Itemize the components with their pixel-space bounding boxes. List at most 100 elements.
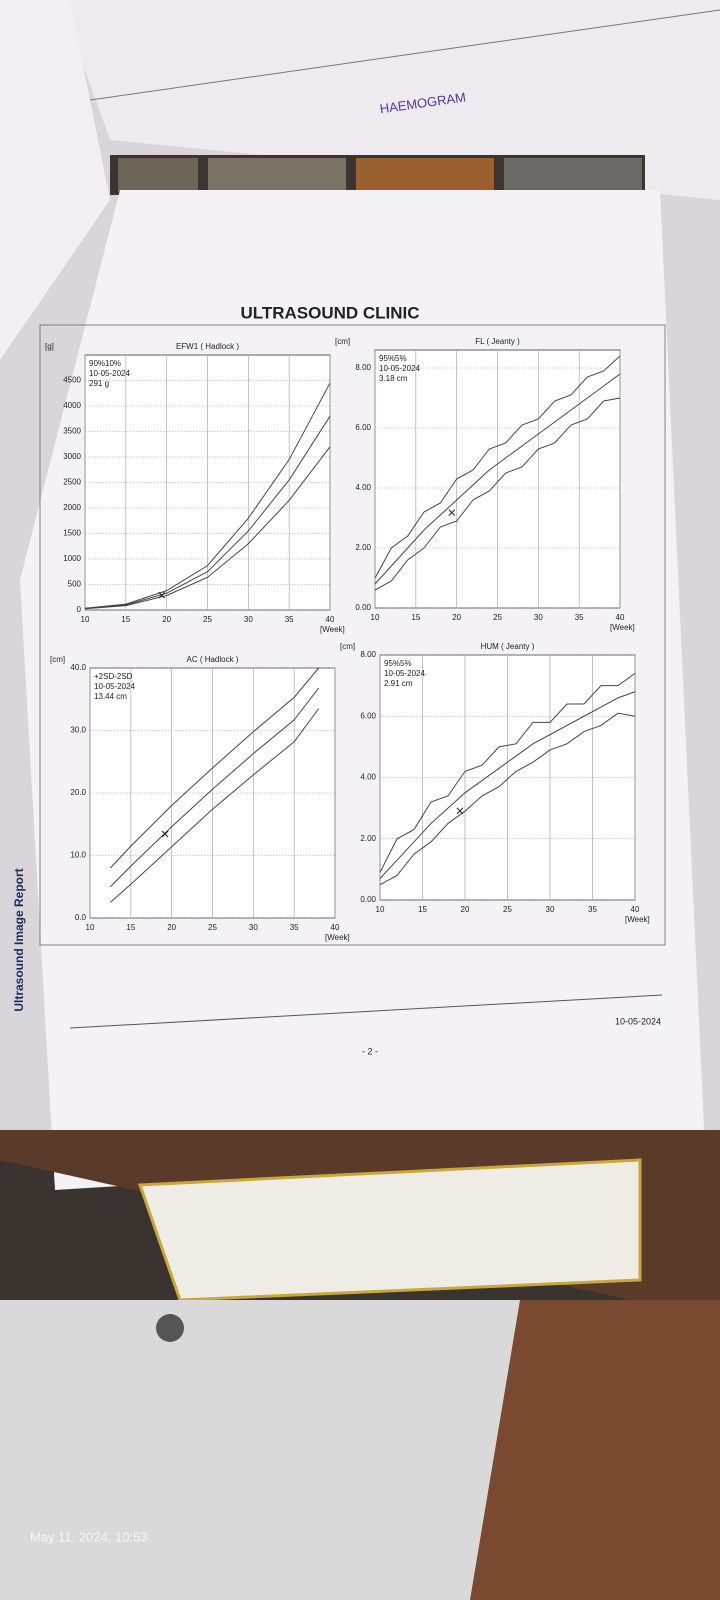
footer-rule <box>69 994 663 1029</box>
y-tick-label: 2000 <box>63 503 81 512</box>
left-paper <box>0 0 110 360</box>
x-tick-label: 15 <box>126 923 135 932</box>
charts: 0 500 1000 1500 2000 2500 3000 3500 4000 4500 10 15… <box>45 337 650 942</box>
y-tick-label: 30.0 <box>70 726 86 735</box>
measurement-point <box>161 830 169 838</box>
y-tick-label: 4500 <box>63 376 81 385</box>
x-tick-label: 15 <box>411 613 420 622</box>
measurement: 2.91 cm <box>384 679 413 688</box>
curve <box>379 712 636 886</box>
y-tick-label: 3000 <box>63 452 81 461</box>
curve <box>110 687 320 888</box>
x-tick-label: 10 <box>376 905 385 914</box>
x-tick-label: 30 <box>244 615 253 624</box>
thumb <box>118 158 198 192</box>
x-tick-label: 15 <box>418 905 427 914</box>
thumb <box>208 158 346 192</box>
y-tick-label: 0 <box>77 605 82 614</box>
x-tick-label: 20 <box>461 905 470 914</box>
x-tick-label: 25 <box>493 613 502 622</box>
measurement-point <box>158 591 166 599</box>
x-tick-label: 25 <box>208 923 217 932</box>
curve <box>84 446 331 610</box>
measurement: 13.44 cm <box>94 692 127 701</box>
chart-frame <box>39 324 666 946</box>
x-tick-label: 20 <box>167 923 176 932</box>
date: 10-05-2024 <box>379 364 420 373</box>
y-tick-label: 40.0 <box>70 663 86 672</box>
date: 10-05-2024 <box>89 369 130 378</box>
y-tick-label: 8.00 <box>360 650 376 659</box>
y-tick-label: 500 <box>68 580 82 589</box>
y-tick-label: 1000 <box>63 554 81 563</box>
x-tick-label: 40 <box>616 613 625 622</box>
x-tick-label: 10 <box>81 615 90 624</box>
chair <box>470 1300 720 1600</box>
y-tick-label: 4.00 <box>355 483 371 492</box>
chart-title: EFW1 ( Hadlock ) <box>176 342 239 351</box>
button <box>156 1314 184 1342</box>
x-unit: [Week] <box>325 933 350 942</box>
x-tick-label: 35 <box>290 923 299 932</box>
curve <box>374 355 621 579</box>
x-tick-label: 25 <box>503 905 512 914</box>
x-tick-label: 30 <box>534 613 543 622</box>
curve <box>379 672 636 873</box>
form-line <box>89 9 720 101</box>
x-tick-label: 40 <box>631 905 640 914</box>
date: 10-05-2024 <box>384 669 425 678</box>
y-tick-label: 1500 <box>63 529 81 538</box>
y-tick-label: 4000 <box>63 401 81 410</box>
legend: +2SD-2SD <box>94 672 133 681</box>
y-tick-label: 2.00 <box>355 543 371 552</box>
y-tick-label: 10.0 <box>70 851 86 860</box>
x-tick-label: 20 <box>162 615 171 624</box>
x-tick-label: 40 <box>326 615 335 624</box>
chart-title: HUM ( Jeanty ) <box>481 642 535 651</box>
y-tick-label: 0.00 <box>355 603 371 612</box>
thumb <box>504 158 642 192</box>
curve <box>379 691 636 879</box>
legend: 95%5% <box>384 659 412 668</box>
curve <box>374 397 621 591</box>
x-tick-label: 15 <box>121 615 130 624</box>
x-unit: [Week] <box>320 625 345 634</box>
y-tick-label: 4.00 <box>360 773 376 782</box>
y-tick-label: 0.0 <box>75 913 87 922</box>
side-label: Ultrasound Image Report <box>12 868 26 1011</box>
curve <box>110 667 320 869</box>
y-unit: [g] <box>45 342 54 351</box>
y-tick-label: 8.00 <box>355 363 371 372</box>
cloth <box>0 1300 520 1600</box>
curve <box>84 415 331 609</box>
footer-date: 10-05-2024 <box>615 1016 661 1026</box>
y-unit: [cm] <box>50 655 65 664</box>
x-tick-label: 25 <box>203 615 212 624</box>
page-number: - 2 - <box>362 1046 378 1056</box>
y-tick-label: 2.00 <box>360 834 376 843</box>
measurement-point <box>448 509 456 516</box>
x-tick-label: 35 <box>285 615 294 624</box>
y-unit: [cm] <box>340 642 355 651</box>
x-tick-label: 30 <box>546 905 555 914</box>
x-tick-label: 20 <box>452 613 461 622</box>
y-unit: [cm] <box>335 337 350 346</box>
legend: 90%10% <box>89 359 121 368</box>
y-tick-label: 6.00 <box>360 711 376 720</box>
y-tick-label: 2500 <box>63 478 81 487</box>
form-paper <box>60 0 720 200</box>
x-tick-label: 10 <box>86 923 95 932</box>
curve <box>374 373 621 585</box>
x-tick-label: 10 <box>371 613 380 622</box>
y-tick-label: 0.00 <box>360 895 376 904</box>
measurement: 291 g <box>89 379 109 388</box>
curve <box>110 708 320 903</box>
x-tick-label: 40 <box>331 923 340 932</box>
y-tick-label: 20.0 <box>70 788 86 797</box>
chart-title: FL ( Jeanty ) <box>475 337 520 346</box>
legend: 95%5% <box>379 354 407 363</box>
folder-paper <box>137 1158 642 1302</box>
date: 10-05-2024 <box>94 682 135 691</box>
